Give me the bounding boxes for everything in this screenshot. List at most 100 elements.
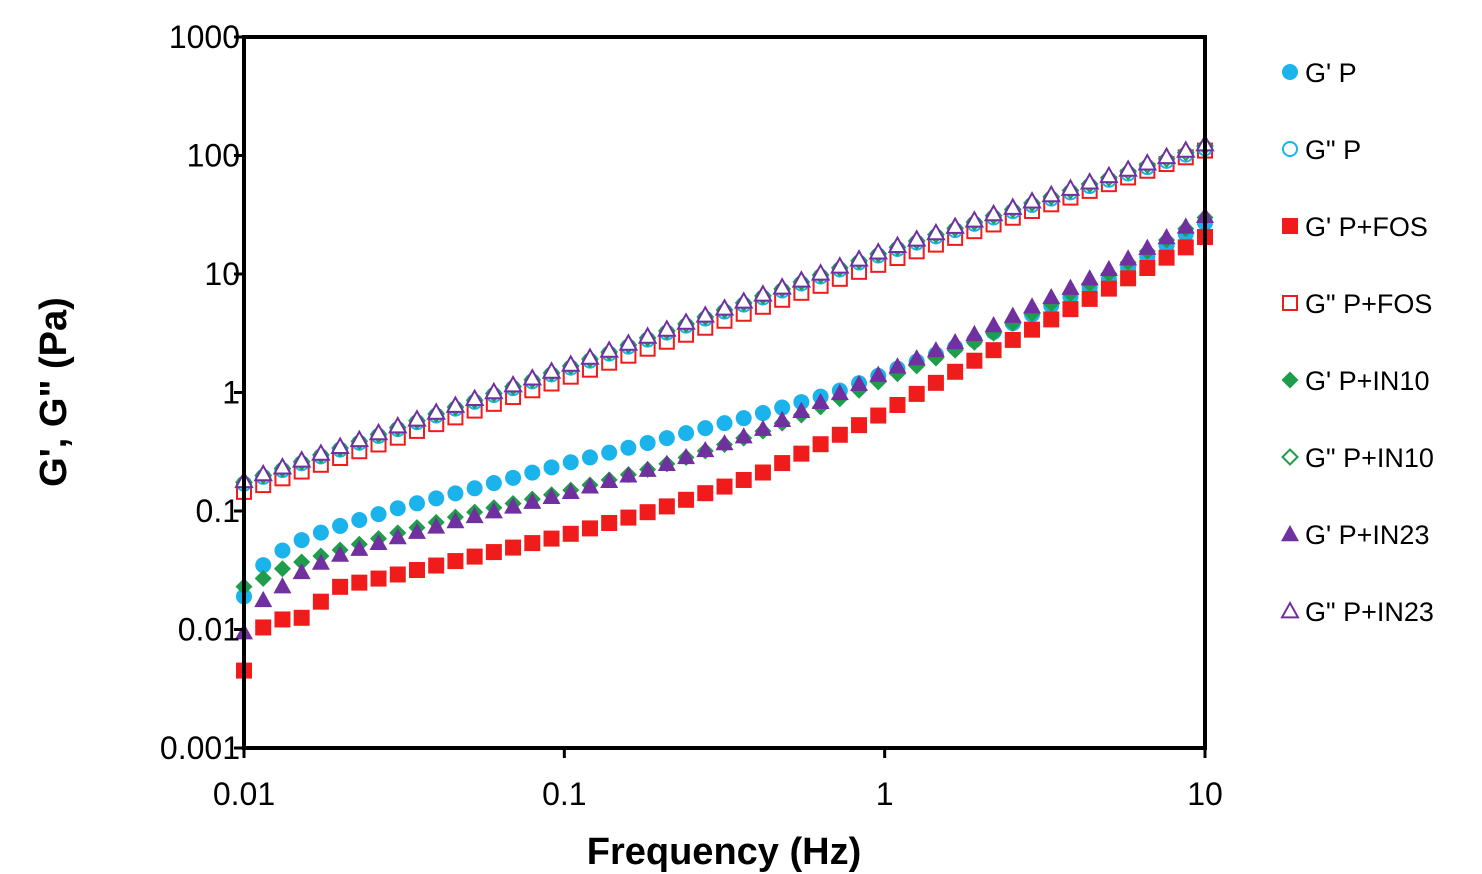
x-tick-label: 1 [876, 776, 894, 812]
data-point [253, 463, 273, 482]
data-point [734, 427, 753, 444]
data-point [735, 410, 752, 427]
y-tick-label: 1 [222, 375, 240, 411]
data-point [408, 495, 425, 512]
data-point [927, 374, 944, 391]
legend-item: G' P [1282, 58, 1357, 88]
data-point [947, 363, 964, 380]
data-point [426, 402, 446, 420]
legend-marker [1281, 525, 1299, 542]
x-tick-label: 0.1 [542, 776, 586, 812]
data-point [1041, 184, 1061, 203]
data-point [311, 553, 330, 570]
data-point [1137, 153, 1158, 171]
data-point [274, 611, 291, 628]
data-point [753, 284, 773, 302]
y-tick-label: 0.1 [196, 493, 240, 529]
data-point [985, 342, 1002, 359]
data-point [465, 506, 484, 524]
data-point [484, 381, 504, 400]
data-point [812, 436, 829, 453]
data-points [234, 133, 1215, 679]
y-tick-label: 100 [187, 138, 240, 174]
x-axis-ticks: 0.01 0.1 1 10 [213, 748, 1223, 812]
legend-marker [1281, 448, 1299, 466]
data-point [466, 548, 483, 565]
data-point [311, 443, 331, 461]
data-point [678, 425, 695, 442]
data-point [638, 460, 657, 477]
data-point [639, 504, 656, 521]
data-point [388, 528, 407, 545]
data-point [407, 522, 426, 539]
data-point [1100, 280, 1117, 297]
x-axis-title: Frequency (Hz) [587, 831, 861, 873]
data-point [774, 399, 791, 416]
data-point [868, 242, 888, 260]
data-point [810, 263, 831, 281]
data-point [984, 315, 1003, 333]
data-point [484, 502, 503, 519]
data-point [254, 569, 272, 587]
data-point [888, 357, 907, 374]
data-point [503, 374, 523, 393]
legend-label: G' P+FOS [1305, 212, 1428, 242]
data-point [677, 447, 696, 465]
legend-item: G" P+IN23 [1280, 597, 1434, 627]
data-point [445, 395, 466, 413]
data-point [849, 249, 869, 267]
data-point [850, 374, 869, 391]
data-point [542, 487, 561, 505]
data-point [830, 256, 850, 274]
data-point [1081, 290, 1098, 307]
data-point [811, 392, 830, 410]
data-point [524, 535, 541, 552]
data-point [389, 566, 406, 583]
data-point [312, 524, 329, 541]
data-point [293, 609, 310, 626]
data-point [983, 203, 1004, 222]
legend-label: G" P [1305, 135, 1361, 165]
data-point [1043, 311, 1060, 328]
data-point [1061, 278, 1080, 295]
data-point [330, 436, 350, 454]
data-point [581, 520, 598, 537]
data-point [1176, 140, 1196, 158]
data-point [562, 525, 579, 542]
data-point [505, 469, 522, 486]
legend-label: G" P+FOS [1305, 289, 1432, 319]
legend-item: G' P+IN23 [1281, 520, 1429, 550]
data-point [851, 417, 868, 434]
data-point [753, 419, 772, 436]
data-point [254, 590, 273, 608]
data-point [773, 410, 792, 427]
data-point [714, 298, 735, 316]
legend-marker [1282, 141, 1298, 157]
data-point [562, 454, 579, 471]
data-point [504, 497, 523, 514]
y-axis-title: G', G" (Pa) [33, 297, 75, 487]
data-point [273, 577, 292, 594]
data-point [966, 352, 983, 369]
data-point [255, 619, 272, 636]
legend-marker [1282, 218, 1298, 234]
data-point [428, 490, 445, 507]
series-g-p-in10 [235, 208, 1214, 596]
data-point [1118, 159, 1138, 177]
data-point [792, 401, 811, 419]
series-g-p-fos [236, 229, 1213, 679]
data-point [619, 466, 638, 483]
legend-label: G' P [1305, 58, 1357, 88]
data-point [658, 498, 675, 515]
legend-marker [1282, 295, 1298, 311]
data-point [580, 347, 600, 365]
data-point [618, 333, 639, 351]
data-point [887, 235, 908, 253]
data-point [830, 383, 849, 401]
data-point [1158, 249, 1175, 266]
data-point [1022, 191, 1042, 209]
data-point [388, 415, 408, 434]
data-point [369, 533, 388, 551]
data-point [543, 530, 560, 547]
